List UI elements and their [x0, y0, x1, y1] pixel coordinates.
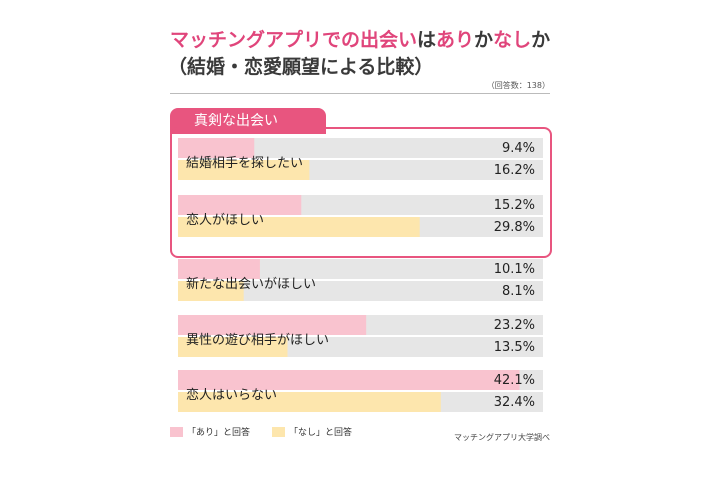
bar-nashi	[178, 217, 420, 237]
bar-ari	[178, 138, 255, 158]
value-label: 8.1%	[501, 284, 535, 299]
legend-swatch-ari	[170, 426, 183, 437]
title-part-5: か	[531, 29, 551, 51]
category-label: 異性の遊び相手がほしい	[186, 333, 330, 348]
group-label-tab: 真剣な出会い	[170, 108, 326, 134]
title-part-0: マッチングアプリでの出会い	[170, 29, 418, 51]
legend-item-nashi: 「なし」と回答	[272, 425, 352, 438]
bar-track	[178, 138, 543, 158]
bar-nashi	[178, 337, 288, 357]
group-frame	[170, 127, 552, 258]
legend-swatch-nashi	[272, 426, 286, 437]
legend-item-ari: 「あり」と回答	[170, 425, 250, 438]
category-label: 恋人はいらない	[186, 388, 278, 403]
value-label: 29.8%	[493, 220, 535, 235]
category-label: 結婚相手を探したい	[186, 156, 304, 171]
title-divider	[170, 93, 550, 94]
title-part-1: は	[417, 29, 437, 51]
bar-track	[178, 281, 543, 301]
value-label: 9.4%	[501, 141, 535, 156]
respondents-note: （回答数：138）	[486, 81, 550, 90]
title-part-4: なし	[493, 29, 532, 51]
legend: 「あり」と回答 「なし」と回答	[170, 425, 374, 438]
title-part-2: あり	[436, 29, 475, 51]
legend-label-nashi: 「なし」と回答	[289, 428, 353, 438]
bar-track	[178, 259, 543, 279]
bar-nashi	[178, 392, 441, 412]
legend-label-ari: 「あり」と回答	[187, 428, 251, 438]
value-label: 16.2%	[493, 163, 535, 178]
value-label: 23.2%	[493, 318, 535, 333]
category-label: 恋人がほしい	[186, 213, 265, 228]
bar-ari	[178, 370, 520, 390]
bar-nashi	[178, 160, 310, 180]
value-label: 15.2%	[493, 198, 535, 213]
value-label: 13.5%	[493, 340, 535, 355]
value-label: 10.1%	[493, 262, 535, 277]
value-label: 32.4%	[493, 395, 535, 410]
bar-ari	[178, 195, 302, 215]
source-credit: マッチングアプリ大学調べ	[454, 433, 550, 442]
title-part-3: か	[474, 29, 494, 51]
value-label: 42.1%	[493, 373, 535, 388]
category-label: 新たな出会いがほしい	[186, 277, 317, 292]
bar-ari	[178, 259, 260, 279]
bar-nashi	[178, 281, 244, 301]
chart-title-line2: （結婚・恋愛願望による比較）	[168, 56, 434, 78]
bar-ari	[178, 315, 367, 335]
chart-title-line1: マッチングアプリでの出会いはありかなしか	[170, 25, 550, 52]
